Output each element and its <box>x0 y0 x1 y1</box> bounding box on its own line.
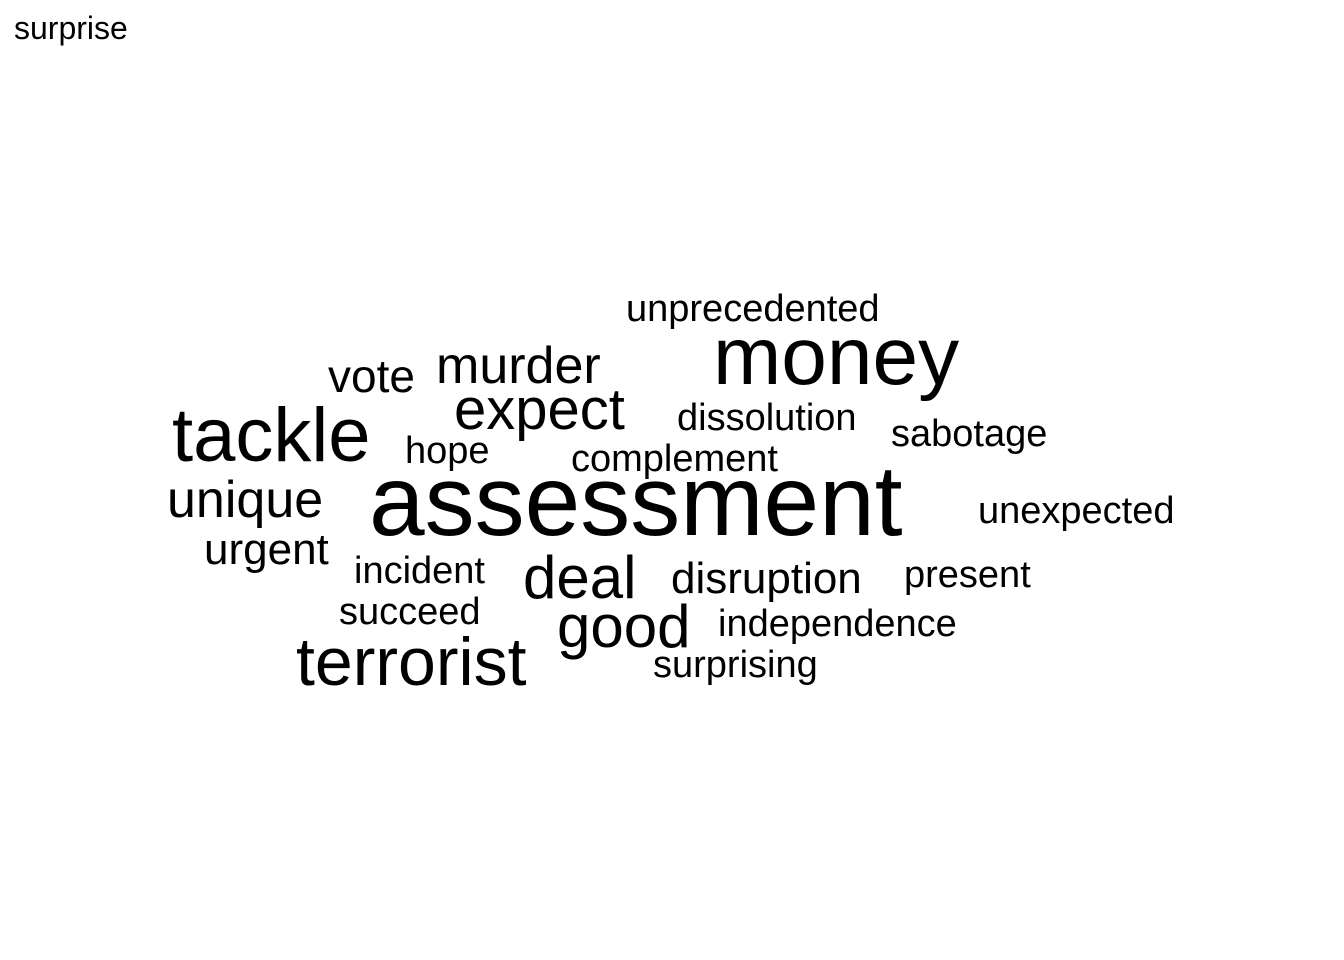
word-murder: murder <box>436 337 601 395</box>
word-independence: independence <box>718 603 957 645</box>
word-dissolution: dissolution <box>677 397 857 439</box>
word-deal: deal <box>523 544 637 611</box>
word-urgent: urgent <box>204 525 329 574</box>
word-present: present <box>904 554 1031 596</box>
word-terrorist: terrorist <box>296 624 527 700</box>
panel-title: surprise <box>14 10 128 46</box>
word-expect: expect <box>454 377 625 442</box>
word-good: good <box>557 593 691 660</box>
word-surprising: surprising <box>653 644 818 686</box>
word-incident: incident <box>354 550 485 592</box>
word-assessment: assessment <box>369 445 903 557</box>
word-complement: complement <box>571 438 778 480</box>
word-succeed: succeed <box>339 591 481 633</box>
word-unprecedented: unprecedented <box>626 288 880 330</box>
word-unique: unique <box>167 471 324 529</box>
word-unexpected: unexpected <box>978 490 1175 532</box>
word-vote: vote <box>328 350 415 402</box>
word-sabotage: sabotage <box>891 413 1048 455</box>
word-tackle: tackle <box>172 393 371 478</box>
word-money: money <box>713 311 960 402</box>
word-hope: hope <box>405 430 490 472</box>
word-disruption: disruption <box>671 554 862 603</box>
